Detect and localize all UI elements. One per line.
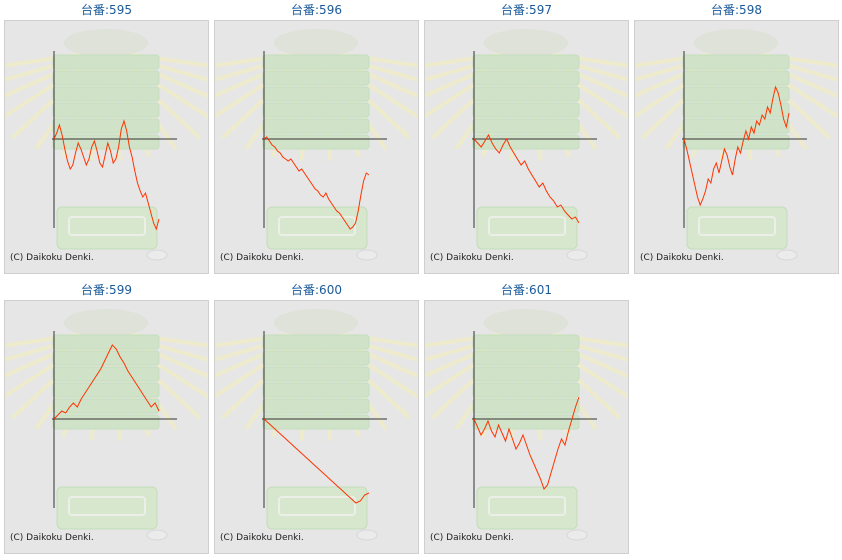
chart-cell: 台番:596 (C) Daikoku Denki.: [214, 0, 419, 274]
chart-title[interactable]: 台番:597: [501, 3, 552, 17]
series-line: [53, 119, 160, 231]
series-line: [473, 133, 580, 224]
chart-panel: (C) Daikoku Denki.: [4, 20, 209, 274]
chart-panel: (C) Daikoku Denki.: [424, 20, 629, 274]
background-illustration: [5, 309, 208, 541]
chart-cell: 台番:599 (C) Daikoku Denki.: [4, 280, 209, 554]
chart-cell: 台番:600 (C) Daikoku Denki.: [214, 280, 419, 554]
chart-cell: 台番:595 (C) Daikoku Denki.: [4, 0, 209, 274]
background-illustration: [5, 29, 208, 261]
chart-svg: [215, 309, 418, 541]
chart-title[interactable]: 台番:599: [81, 283, 132, 297]
chart-title[interactable]: 台番:595: [81, 3, 132, 17]
chart-title[interactable]: 台番:600: [291, 283, 342, 297]
chart-svg: [635, 29, 838, 261]
copyright-text: (C) Daikoku Denki.: [220, 253, 304, 263]
background-illustration: [425, 309, 628, 541]
chart-panel: (C) Daikoku Denki.: [424, 300, 629, 554]
series-line: [683, 85, 790, 207]
chart-svg: [425, 29, 628, 261]
chart-svg: [215, 29, 418, 261]
chart-title[interactable]: 台番:601: [501, 283, 552, 297]
copyright-text: (C) Daikoku Denki.: [430, 253, 514, 263]
chart-panel: (C) Daikoku Denki.: [214, 300, 419, 554]
series-line: [263, 418, 370, 504]
chart-svg: [425, 309, 628, 541]
chart-cell: 台番:601 (C) Daikoku Denki.: [424, 280, 629, 554]
series-line: [53, 344, 160, 420]
chart-title[interactable]: 台番:596: [291, 3, 342, 17]
copyright-text: (C) Daikoku Denki.: [10, 533, 94, 543]
background-illustration: [215, 29, 418, 261]
background-illustration: [425, 29, 628, 261]
background-illustration: [215, 309, 418, 541]
chart-svg: [5, 309, 208, 541]
copyright-text: (C) Daikoku Denki.: [640, 253, 724, 263]
series-line: [473, 396, 580, 490]
chart-panel: (C) Daikoku Denki.: [4, 300, 209, 554]
copyright-text: (C) Daikoku Denki.: [430, 533, 514, 543]
series-line: [263, 136, 370, 230]
chart-cell: 台番:597 (C) Daikoku Denki.: [424, 0, 629, 274]
copyright-text: (C) Daikoku Denki.: [220, 533, 304, 543]
chart-title[interactable]: 台番:598: [711, 3, 762, 17]
chart-svg: [5, 29, 208, 261]
chart-cell: 台番:598 (C) Daikoku Denki.: [634, 0, 839, 274]
copyright-text: (C) Daikoku Denki.: [10, 253, 94, 263]
background-illustration: [635, 29, 838, 261]
chart-panel: (C) Daikoku Denki.: [214, 20, 419, 274]
chart-panel: (C) Daikoku Denki.: [634, 20, 839, 274]
